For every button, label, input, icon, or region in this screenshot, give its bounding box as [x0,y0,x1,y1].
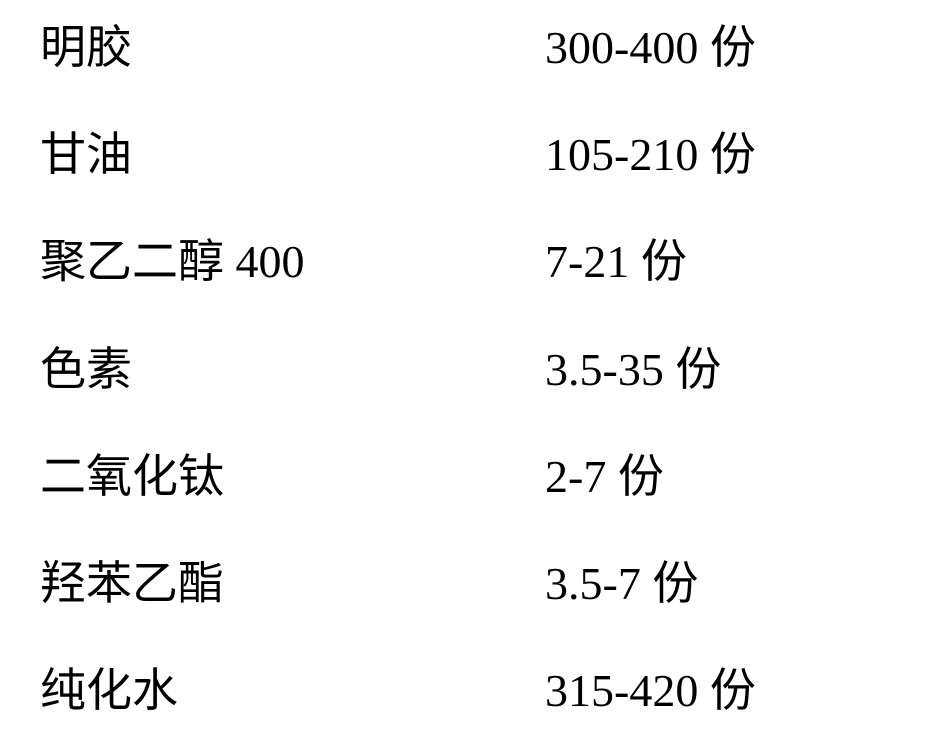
table-row: 聚乙二醇 400 7-21 份 [40,234,889,289]
ingredient-list: 明胶 300-400 份 甘油 105-210 份 聚乙二醇 400 7-21 … [40,20,889,718]
ingredient-amount: 300-400 份 [545,20,756,75]
ingredient-amount: 3.5-7 份 [545,556,698,611]
ingredient-name: 二氧化钛 [40,449,545,504]
ingredient-amount: 315-420 份 [545,663,756,718]
table-row: 甘油 105-210 份 [40,127,889,182]
table-row: 羟苯乙酯 3.5-7 份 [40,556,889,611]
ingredient-name: 纯化水 [40,663,545,718]
ingredient-name: 羟苯乙酯 [40,556,545,611]
ingredient-amount: 7-21 份 [545,234,687,289]
table-row: 明胶 300-400 份 [40,20,889,75]
table-row: 二氧化钛 2-7 份 [40,449,889,504]
ingredient-name: 明胶 [40,20,545,75]
ingredient-amount: 2-7 份 [545,449,664,504]
ingredient-amount: 105-210 份 [545,127,756,182]
ingredient-name: 甘油 [40,127,545,182]
ingredient-amount: 3.5-35 份 [545,342,721,397]
table-row: 纯化水 315-420 份 [40,663,889,718]
table-row: 色素 3.5-35 份 [40,342,889,397]
ingredient-name: 聚乙二醇 400 [40,234,545,289]
ingredient-name: 色素 [40,342,545,397]
